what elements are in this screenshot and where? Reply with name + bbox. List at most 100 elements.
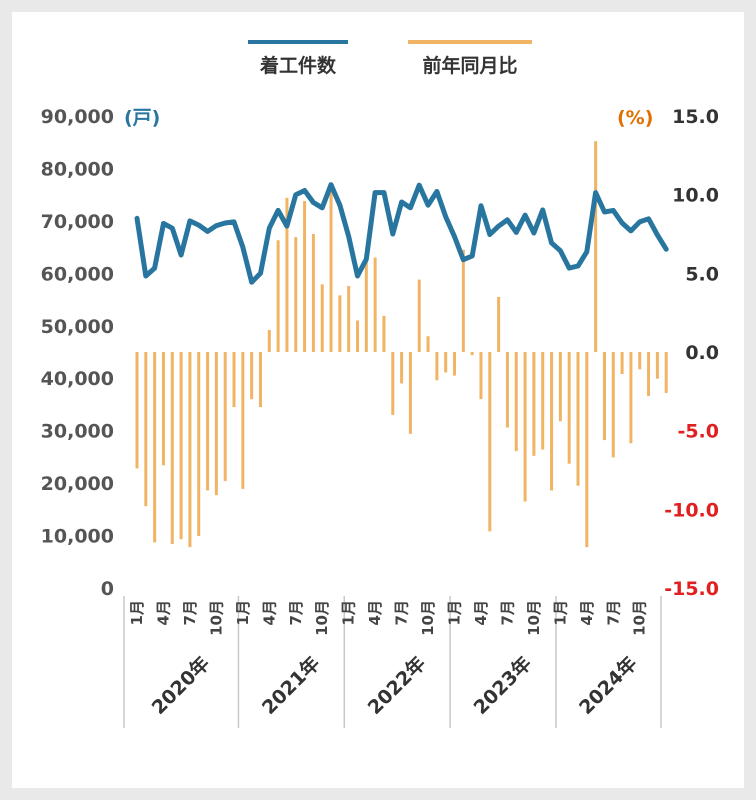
bar (567, 352, 571, 464)
month-tick-label: 4月 (155, 600, 173, 625)
right-tick-label: 0.0 (685, 342, 719, 364)
bar (558, 352, 562, 422)
bar (294, 237, 298, 352)
bar (655, 352, 659, 379)
bar (303, 200, 307, 352)
right-tick-label: 10.0 (672, 185, 719, 207)
bar (435, 352, 439, 381)
bar (576, 352, 580, 486)
left-axis-unit: (戸) (124, 107, 160, 129)
bar (250, 352, 254, 400)
bar (382, 315, 386, 352)
left-tick-label: 60,000 (41, 263, 114, 285)
bar (161, 352, 165, 466)
month-tick-label: 1月 (128, 600, 146, 625)
x-axis: 1月 4月 7月 10月 2020年 1月 4月 7月 10月 2021年 1月 4月 7月 10月 202… (123, 596, 662, 728)
month-tick-label: 1月 (551, 600, 569, 625)
month-tick-label: 10月 (207, 600, 225, 636)
legend: 着工件数 前年同月比 (248, 40, 532, 77)
left-tick-label: 10,000 (41, 526, 114, 548)
left-tick-label: 50,000 (41, 316, 114, 338)
bar (532, 352, 536, 456)
year-label: 2024年 (574, 652, 641, 719)
bar (311, 234, 315, 352)
bar (523, 352, 527, 502)
month-tick-label: 10月 (313, 600, 331, 636)
bar (135, 352, 139, 469)
bar (276, 240, 280, 352)
bar (285, 197, 289, 352)
month-tick-label: 7月 (393, 600, 411, 625)
right-axis-ticks: -15.0 -10.0 -5.0 0.0 5.0 10.0 15.0 (664, 106, 719, 600)
month-tick-label: 7月 (604, 600, 622, 625)
bar (267, 329, 271, 352)
bar (426, 336, 430, 352)
bar (488, 352, 492, 532)
bar (241, 352, 245, 489)
month-tick-label: 1月 (340, 600, 358, 625)
bar (356, 320, 359, 352)
bar (400, 352, 404, 384)
bar (170, 352, 174, 544)
month-tick-label: 7月 (498, 600, 516, 625)
left-tick-label: 80,000 (41, 158, 114, 180)
bar (144, 352, 148, 507)
bar (214, 352, 218, 496)
left-tick-label: 0 (101, 578, 114, 600)
bar (223, 352, 227, 482)
bar (179, 352, 183, 540)
month-tick-label: 10月 (525, 600, 543, 636)
year-label: 2022年 (363, 652, 430, 719)
month-tick-label: 4月 (366, 600, 384, 625)
line-series (134, 182, 669, 285)
bar (373, 257, 377, 352)
bar-series (135, 141, 668, 548)
month-tick-label: 1月 (446, 600, 464, 625)
month-tick-label: 10月 (631, 600, 649, 636)
bar (206, 352, 210, 491)
month-tick-label: 1月 (234, 600, 252, 625)
month-tick-label: 4月 (472, 600, 490, 625)
year-label: 2021年 (257, 652, 324, 719)
bar (638, 352, 642, 370)
bar (408, 352, 412, 434)
right-tick-label: 5.0 (685, 263, 719, 285)
month-tick-label: 7月 (181, 600, 199, 625)
bar (188, 352, 192, 548)
bar (470, 352, 474, 356)
bar (197, 352, 201, 537)
legend-label-bar: 前年同月比 (422, 54, 517, 77)
month-tick-label: 7月 (287, 600, 305, 625)
bar (620, 352, 624, 375)
bar (594, 141, 598, 352)
year-label: 2023年 (469, 652, 536, 719)
bar (550, 352, 554, 491)
right-tick-label: 15.0 (672, 106, 719, 128)
bar (444, 352, 448, 373)
left-tick-label: 30,000 (41, 421, 114, 443)
bar (664, 352, 668, 393)
bar (541, 352, 545, 450)
bar (347, 285, 351, 352)
bar (329, 189, 333, 352)
line-series-group (134, 182, 669, 285)
month-tick-label: 4月 (260, 600, 278, 625)
right-axis-unit: (%) (617, 107, 653, 129)
month-tick-label: 4月 (578, 600, 596, 625)
bar (629, 352, 633, 444)
bar (461, 249, 465, 352)
left-tick-label: 20,000 (41, 473, 114, 495)
left-tick-label: 90,000 (41, 106, 114, 128)
bar (647, 352, 651, 397)
bar (497, 296, 501, 352)
bar (364, 254, 368, 352)
bar (417, 279, 421, 352)
year-label: 2020年 (147, 652, 214, 719)
right-tick-label: -5.0 (677, 421, 719, 443)
bar (585, 352, 589, 548)
right-tick-label: -15.0 (664, 578, 719, 600)
left-tick-label: 40,000 (41, 368, 114, 390)
bar (320, 284, 324, 352)
bar (453, 352, 457, 376)
